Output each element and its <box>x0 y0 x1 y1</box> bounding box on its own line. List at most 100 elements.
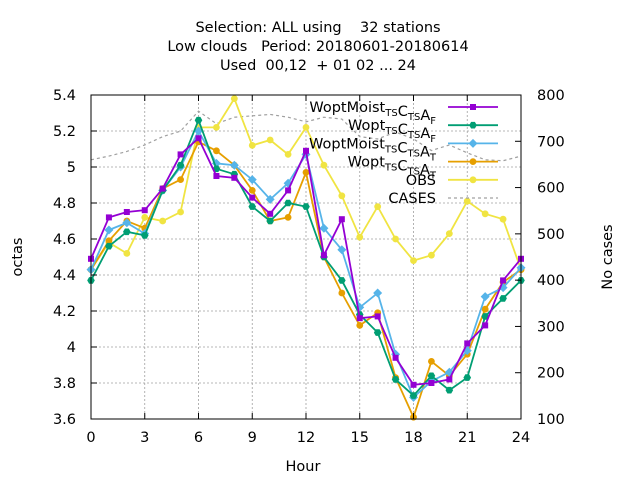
data-point <box>428 380 435 386</box>
data-point <box>105 237 113 245</box>
y2-axis-label: No cases <box>600 224 616 289</box>
data-point <box>267 210 274 217</box>
data-point <box>302 124 310 131</box>
series-line <box>90 110 522 162</box>
data-point <box>445 230 453 238</box>
data-point <box>445 386 454 394</box>
x-tick-label: 0 <box>86 430 95 446</box>
legend-label: WoptMoistTSCTSAF <box>309 100 436 127</box>
data-point <box>141 214 149 221</box>
x-tick-label: 3 <box>140 430 149 446</box>
data-point <box>320 252 327 259</box>
legend-label: WoptTSCTSAT <box>348 155 437 182</box>
data-point <box>463 374 472 381</box>
legend-subscript: TS <box>407 112 420 123</box>
legend-text: WoptMoist <box>309 136 385 152</box>
legend-text: C <box>397 159 407 175</box>
data-point <box>499 295 507 302</box>
data-point <box>338 277 346 284</box>
legend-subscript: F <box>430 116 436 127</box>
data-point <box>392 354 399 361</box>
data-point <box>285 187 292 194</box>
data-point <box>159 217 167 225</box>
y-tick-label: 5.2 <box>53 124 76 140</box>
legend-text: Wopt <box>348 118 386 134</box>
data-point <box>230 95 238 102</box>
data-point <box>105 214 112 221</box>
data-point <box>248 187 256 194</box>
data-point <box>229 160 239 170</box>
data-point <box>428 251 435 259</box>
legend-subscript: TS <box>384 163 397 174</box>
legend-marker <box>468 138 478 148</box>
data-point <box>391 376 400 383</box>
axis-ticks: 0 3 6 9 12 15 18 21 24 3.6 3.8 4 4.2 4.4 4.6 4.8 5 5.2 5.4… <box>53 88 565 446</box>
legend-subscript: TS <box>384 126 397 137</box>
y2-tick-label: 700 <box>537 134 565 150</box>
y2-tick-label: 600 <box>537 181 565 197</box>
data-point <box>499 215 507 223</box>
data-point <box>410 257 417 264</box>
y2-tick-label: 200 <box>537 366 565 382</box>
data-point <box>482 322 489 329</box>
y-tick-label: 5.4 <box>53 88 76 104</box>
legend-marker <box>469 121 477 129</box>
legend-label: CASES <box>388 191 436 207</box>
data-point <box>177 176 184 184</box>
data-point <box>266 136 274 144</box>
x-axis-label: Hour <box>286 459 321 475</box>
data-point <box>320 161 328 169</box>
y-tick-label: 4 <box>67 340 76 356</box>
legend-subscript: TS <box>384 108 397 119</box>
y2-tick-label: 400 <box>537 273 565 289</box>
data-point <box>266 217 274 225</box>
x-tick-label: 6 <box>194 430 203 446</box>
x-tick-label: 18 <box>404 430 422 446</box>
data-point <box>122 218 132 228</box>
y-tick-label: 4.6 <box>53 232 76 248</box>
data-point <box>213 124 220 131</box>
legend-label: WoptMoistTSCTSAT <box>309 136 437 163</box>
legend-subscript: T <box>429 152 437 163</box>
y2-tick-label: 500 <box>537 227 565 243</box>
y2-tick-label: 800 <box>537 88 565 104</box>
data-point <box>302 203 310 210</box>
data-point <box>428 358 435 365</box>
data-point <box>338 192 346 200</box>
data-point <box>356 322 364 329</box>
legend-hit <box>266 187 502 205</box>
data-point <box>410 381 417 388</box>
data-point <box>374 313 381 320</box>
data-point <box>104 225 114 235</box>
title-line-1: Selection: ALL using 32 stations <box>195 20 440 36</box>
x-tick-label: 12 <box>297 430 315 446</box>
data-point <box>105 242 113 250</box>
data-point <box>356 315 363 322</box>
series-4 <box>87 95 525 273</box>
data-point <box>481 210 489 218</box>
data-point <box>159 185 166 192</box>
data-point <box>464 340 471 347</box>
data-point <box>463 197 471 205</box>
data-point <box>248 142 256 149</box>
legend-text: WoptMoist <box>309 100 385 116</box>
y2-tick-label: 100 <box>537 412 565 428</box>
data-point <box>140 232 149 239</box>
legend-marker <box>470 104 476 110</box>
chart-title: Selection: ALL using 32 stations Low clo… <box>167 20 468 74</box>
legend-subscript: TS <box>407 130 420 141</box>
data-point <box>373 288 383 298</box>
data-point <box>427 372 436 380</box>
data-point <box>303 147 309 154</box>
data-point <box>176 161 185 169</box>
data-point <box>374 203 382 211</box>
data-point <box>302 169 310 176</box>
plot-series <box>86 95 526 421</box>
data-point <box>446 376 453 383</box>
legend-text: A <box>420 163 430 179</box>
legend-text: CASES <box>388 191 436 207</box>
x-tick-label: 9 <box>248 430 257 446</box>
y-axis-label: octas <box>10 238 26 277</box>
data-point <box>177 208 184 216</box>
